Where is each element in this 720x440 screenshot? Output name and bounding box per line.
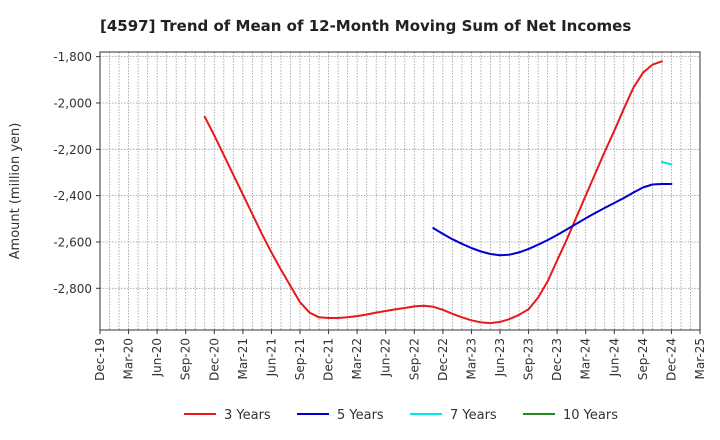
x-tick-label: Jun-21 [264, 338, 278, 377]
x-tick-label: Jun-23 [493, 338, 507, 377]
y-tick-label: -2,800 [53, 282, 92, 296]
x-axis: Dec-19 Mar-20 Jun-20 Sep-20 Dec-20 Mar-21 Jun-… [93, 330, 707, 381]
x-tick-label: Mar-24 [579, 338, 593, 379]
x-tick-label: Sep-24 [636, 338, 650, 380]
x-tick-label: Sep-22 [407, 338, 421, 380]
series-line [203, 60, 663, 325]
y-tick-label: -2,000 [53, 96, 92, 110]
x-tick-label: Mar-20 [122, 338, 136, 379]
x-tick-label: Dec-21 [322, 338, 336, 381]
x-tick-label: Mar-25 [693, 338, 707, 379]
x-tick-label: Dec-20 [207, 338, 221, 381]
y-tick-label: -2,400 [53, 189, 92, 203]
x-tick-label: Jun-22 [379, 338, 393, 377]
legend-label: 10 Years [563, 408, 618, 423]
legend-label: 3 Years [224, 408, 271, 423]
x-tick-label: Jun-20 [150, 338, 164, 377]
x-tick-label: Dec-23 [550, 338, 564, 381]
legend: 3 Years 5 Years 7 Years 10 Years [184, 408, 618, 423]
y-tick-label: -2,200 [53, 143, 92, 157]
y-tick-label: -1,800 [53, 50, 92, 64]
x-tick-label: Dec-22 [436, 338, 450, 381]
x-tick-label: Dec-19 [93, 338, 107, 381]
x-tick-label: Mar-21 [236, 338, 250, 379]
series-line [432, 183, 673, 257]
plot-area-frame [99, 51, 701, 331]
series-line [660, 161, 673, 166]
legend-label: 7 Years [450, 408, 497, 423]
series-lines [203, 60, 673, 325]
x-tick-label: Jun-24 [607, 338, 621, 377]
x-tick-label: Dec-24 [664, 338, 678, 381]
grid [100, 52, 700, 330]
chart-title: [4597] Trend of Mean of 12-Month Moving … [100, 17, 631, 35]
y-axis-label: Amount (million yen) [8, 123, 23, 260]
y-tick-label: -2,600 [53, 235, 92, 249]
x-tick-label: Sep-20 [179, 338, 193, 380]
legend-label: 5 Years [337, 408, 384, 423]
x-tick-label: Mar-22 [350, 338, 364, 379]
x-tick-label: Sep-23 [522, 338, 536, 380]
x-tick-label: Sep-21 [293, 338, 307, 380]
y-axis: -1,800 -2,000 -2,200 -2,400 -2,600 -2,800 [53, 50, 100, 296]
x-tick-label: Mar-23 [464, 338, 478, 379]
